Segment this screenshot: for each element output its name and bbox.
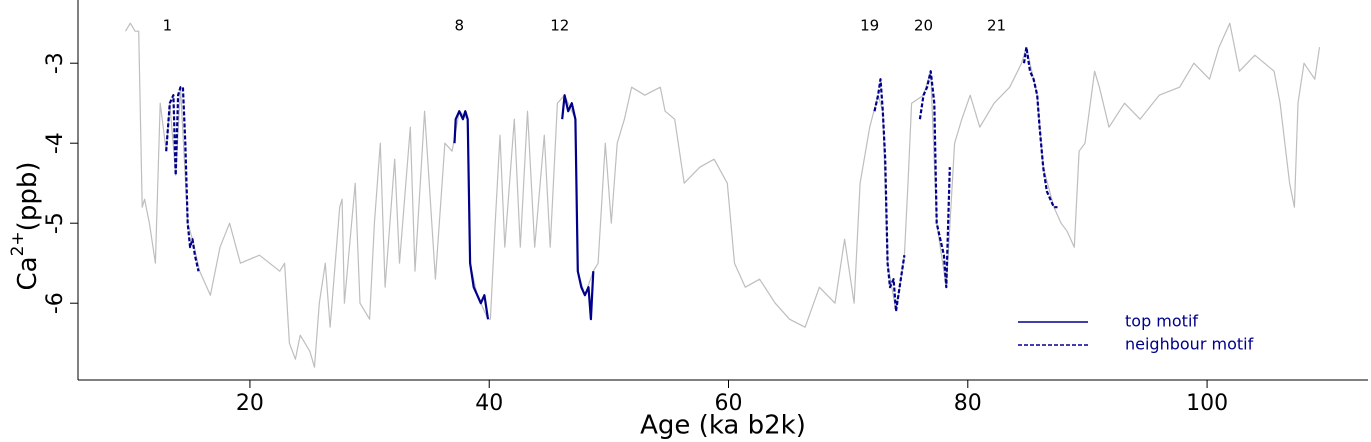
y-tick-label: -6 [43,292,68,314]
y-label-unit: (ppb) [13,162,43,232]
y-label-sup: 2+ [8,231,28,256]
record-line [124,22,1321,368]
x-tick-label: 60 [715,391,743,416]
x-tick-label: 80 [954,391,982,416]
annotation: 12 [550,17,569,35]
y-tick-label: -3 [43,52,68,74]
annotation: 8 [455,17,465,35]
y-label-base: Ca [13,256,43,290]
annotation: 20 [914,17,933,35]
y-axis-label: Ca2+(ppb) [8,162,43,291]
x-tick-label: 40 [475,391,503,416]
annotation: 19 [860,17,879,35]
x-axis-label: Age (ka b2k) [640,411,806,441]
legend-label: top motif [1125,312,1198,331]
annotation: 21 [987,17,1006,35]
annotation: 1 [163,17,173,35]
y-tick-label: -4 [43,132,68,154]
x-tick-label: 20 [236,391,264,416]
motif-line [453,94,595,321]
motif-line [165,46,1058,313]
y-tick-label: -5 [43,212,68,234]
legend-label: neighbour motif [1125,335,1254,354]
x-tick-label: 100 [1186,391,1228,416]
